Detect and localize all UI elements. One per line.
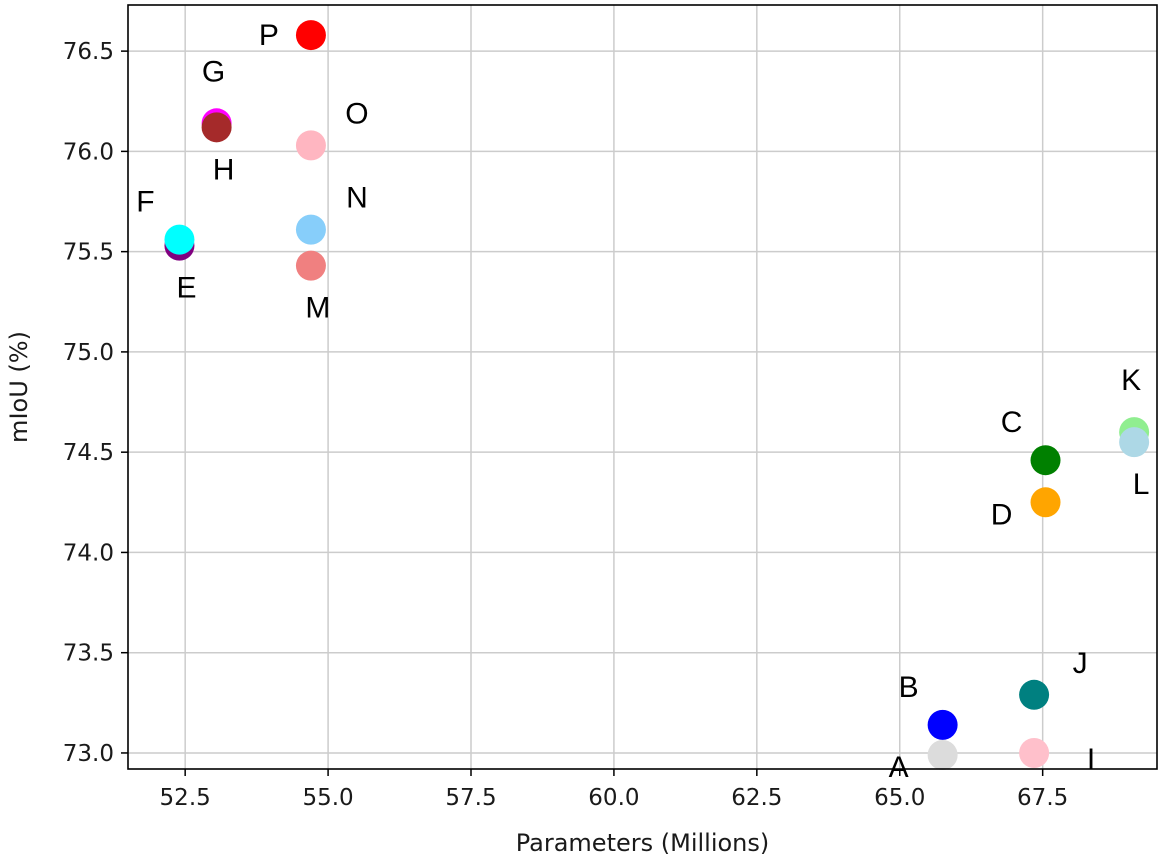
data-point-f [164, 224, 195, 255]
y-tick-label: 73.0 [63, 741, 114, 767]
y-axis-ticks: 73.0 73.5 74.0 74.5 75.0 75.5 76.0 76.5 [63, 39, 128, 767]
point-label-d: D [991, 498, 1013, 531]
plot-frame [127, 4, 1158, 770]
point-label-a: A [889, 751, 909, 784]
y-tick-label: 76.5 [63, 39, 114, 65]
x-axis-title: Parameters (Millions) [516, 829, 770, 857]
x-tick-label: 55.0 [302, 785, 353, 811]
data-point-b [927, 709, 958, 740]
data-point-i [1019, 737, 1050, 768]
data-point-o [295, 130, 326, 161]
y-tick-label: 74.5 [63, 440, 114, 466]
x-axis-ticks: 52.5 55.0 57.5 60.0 62.5 65.0 67.5 [160, 769, 1068, 811]
point-label-e: E [176, 272, 196, 305]
data-point-h [201, 112, 232, 143]
y-tick-label: 74.0 [63, 540, 114, 566]
point-label-g: G [202, 55, 225, 88]
point-labels: A B C D E F G H I J K L M N O P [136, 19, 1149, 784]
data-point-l [1119, 427, 1150, 458]
point-label-h: H [213, 153, 235, 186]
data-point-d [1030, 487, 1061, 518]
point-label-n: N [346, 182, 368, 215]
point-label-b: B [899, 671, 919, 704]
x-tick-label: 65.0 [874, 785, 925, 811]
point-label-o: O [345, 97, 368, 130]
point-label-k: K [1121, 364, 1141, 397]
y-axis-title: mIoU (%) [5, 331, 33, 443]
point-label-m: M [305, 292, 330, 325]
point-label-j: J [1073, 647, 1088, 680]
data-point-m [295, 250, 326, 281]
data-points [164, 20, 1150, 770]
x-tick-label: 52.5 [160, 785, 211, 811]
point-label-c: C [1001, 406, 1023, 439]
data-point-p [295, 20, 326, 51]
point-label-l: L [1133, 468, 1150, 501]
data-point-c [1030, 445, 1061, 476]
data-point-a [927, 739, 958, 770]
x-tick-label: 57.5 [445, 785, 496, 811]
x-tick-label: 60.0 [588, 785, 639, 811]
y-tick-label: 73.5 [63, 641, 114, 667]
data-point-j [1019, 679, 1050, 710]
y-tick-label: 76.0 [63, 139, 114, 165]
data-point-n [295, 214, 326, 245]
grid [128, 5, 1157, 769]
point-label-i: I [1087, 743, 1095, 776]
x-tick-label: 62.5 [731, 785, 782, 811]
y-tick-label: 75.0 [63, 340, 114, 366]
x-tick-label: 67.5 [1017, 785, 1068, 811]
point-label-f: F [136, 186, 154, 219]
y-tick-label: 75.5 [63, 240, 114, 266]
point-label-p: P [259, 19, 279, 52]
